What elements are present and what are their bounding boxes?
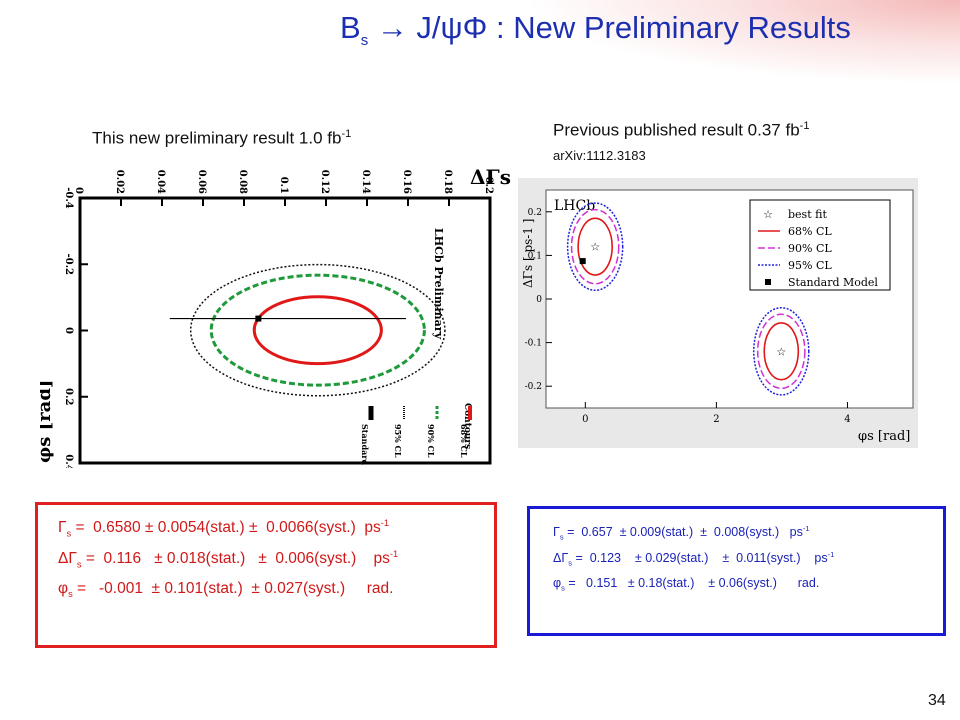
left-legend-label: 68% CL	[459, 424, 469, 458]
lhcb-preliminary-watermark: LHCb Preliminary	[432, 228, 445, 340]
left-plot-frame	[78, 196, 492, 465]
right-legend-label: Standard Model	[788, 276, 878, 289]
left-top-tick-label: 0.12	[319, 170, 330, 194]
right-caption: Previous published result 0.37 fb-1	[553, 120, 810, 140]
left-side-tick-label: 0.4	[63, 454, 74, 468]
standard-model-point	[255, 315, 262, 322]
right-legend-label: 68% CL	[788, 225, 832, 238]
right-legend-star: ☆	[763, 208, 773, 221]
right-legend-label: best fit	[788, 208, 827, 221]
result-line: φs = 0.151 ± 0.18(stat.) ± 0.06(syst.) r…	[553, 576, 820, 593]
contour-68-cl	[252, 295, 383, 366]
left-side-tick-label: -0.2	[63, 253, 74, 275]
left-top-tick-label: 0.06	[196, 170, 207, 194]
previous-results-box	[527, 506, 946, 636]
left-top-tick-label: 0.02	[114, 170, 125, 194]
left-side-tick-label: -0.4	[63, 187, 74, 209]
right-contour-90-cl-1	[570, 208, 620, 285]
right-contour-90-cl-2	[756, 313, 806, 390]
right-contour-68-cl-1	[577, 217, 613, 276]
right-x-tick-label: 4	[844, 414, 850, 425]
left-top-tick-label: 0.18	[442, 170, 453, 194]
right-best-fit-star: ☆	[590, 241, 600, 254]
left-legend-title: Contours	[462, 403, 472, 449]
left-side-tick-label: 0.2	[63, 388, 74, 405]
left-axis-label-side: φs [rad]	[40, 380, 55, 463]
right-y-tick-label: 0.2	[528, 208, 542, 218]
left-side-tick-label: 0	[63, 327, 74, 334]
result-line: Γs = 0.6580 ± 0.0054(stat.) ± 0.0066(sys…	[58, 518, 390, 539]
left-axis-label-top: ΔΓs [ps-1]	[470, 165, 520, 189]
lhcb-label: LHCb	[554, 198, 595, 214]
result-line: φs = -0.001 ± 0.101(stat.) ± 0.027(syst.…	[58, 580, 394, 600]
right-legend-label: 95% CL	[788, 259, 832, 272]
page-number: 34	[928, 692, 946, 709]
right-y-tick-label: 0	[536, 295, 542, 305]
right-contour-95-cl-1	[566, 202, 624, 292]
arxiv-reference: arXiv:1112.3183	[553, 148, 646, 163]
right-y-axis-label: ΔΓs [ ps-1 ]	[521, 219, 535, 289]
right-y-tick-label: -0.1	[525, 339, 542, 349]
left-top-tick-label: 0.08	[237, 170, 248, 194]
right-contour-95-cl-2	[752, 306, 810, 396]
result-line: ΔΓs = 0.116 ± 0.018(stat.) ± 0.006(syst.…	[58, 549, 399, 570]
right-y-tick-label: -0.2	[525, 382, 542, 392]
left-top-tick-label: 0.14	[360, 170, 371, 194]
new-results-box	[35, 502, 497, 648]
left-top-tick-label: 0.2	[483, 177, 494, 194]
right-contour-68-cl-2	[763, 322, 800, 381]
left-top-tick-label: 0.1	[278, 177, 289, 194]
right-standard-model-point	[579, 258, 586, 265]
right-x-axis-label: φs [rad]	[858, 429, 910, 444]
result-line: Γs = 0.657 ± 0.009(stat.) ± 0.008(syst.)…	[553, 524, 810, 542]
right-best-fit-star: ☆	[776, 345, 786, 358]
left-caption: This new preliminary result 1.0 fb-1	[92, 128, 352, 148]
right-x-tick-label: 0	[582, 414, 588, 425]
new-result-contour-plot: ΔΓs [ps-1] φs [rad] LHCb Preliminary Con…	[34, 158, 584, 496]
left-top-tick-label: 0.16	[401, 170, 412, 194]
right-y-tick-label: 0.1	[528, 251, 542, 261]
right-legend-box	[749, 199, 891, 291]
contour-95-cl	[189, 263, 446, 397]
right-legend-label: 90% CL	[788, 242, 832, 255]
result-line: ΔΓs = 0.123 ± 0.029(stat.) ± 0.011(syst.…	[553, 550, 835, 568]
left-top-tick-label: 0	[73, 187, 84, 194]
left-legend-label: 90% CL	[426, 424, 436, 458]
header-background	[0, 0, 960, 140]
left-top-tick-label: 0.04	[155, 170, 166, 194]
left-legend-label: Standard Model	[360, 424, 370, 468]
left-legend-label: 95% CL	[393, 424, 403, 458]
slide-title: Bs → J/ψΦ : New Preliminary Results	[340, 10, 851, 50]
previous-result-contour-plot: LHCb φs [rad] ΔΓs [ ps-1 ] 0 2 4 -0.2 -0.1 0 0…	[518, 178, 918, 448]
right-legend-square	[765, 279, 771, 285]
right-x-tick-label: 2	[713, 414, 719, 425]
